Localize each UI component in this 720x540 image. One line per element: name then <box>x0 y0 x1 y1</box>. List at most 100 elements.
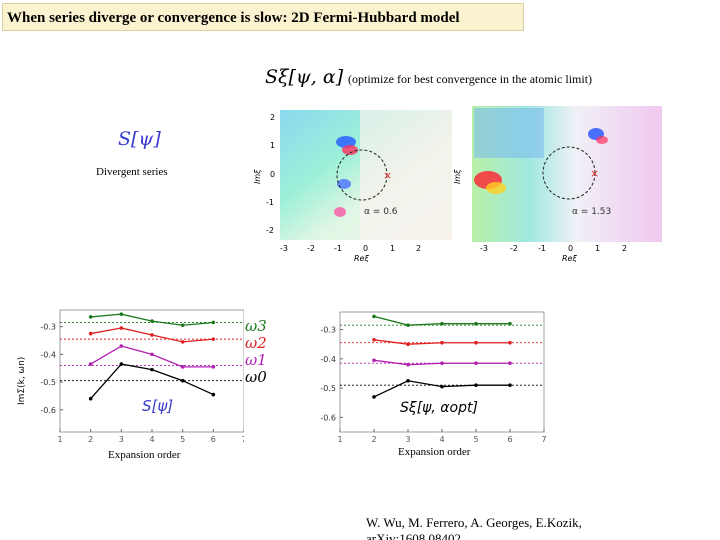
data-point <box>440 361 444 366</box>
ylabel-1: Imξ <box>253 169 262 184</box>
pole-1 <box>336 136 356 148</box>
legend-omega3: ω3 <box>245 317 267 335</box>
pole-8 <box>596 136 608 144</box>
chart1-inset-label: S[ψ] <box>142 397 173 415</box>
slide-title: When series diverge or convergence is sl… <box>2 3 524 31</box>
data-point <box>88 315 93 319</box>
xtick-label: 1 <box>337 435 342 444</box>
citation-arxiv: arXiv:1608.08402 <box>366 531 461 540</box>
data-point <box>508 340 512 345</box>
svg-text:-3: -3 <box>280 244 288 253</box>
svg-text:1: 1 <box>595 244 600 253</box>
phase-plot-alpha-1-53: × α = 1.53 -3 -2 -1 0 1 2 Reξ Imξ <box>453 106 662 262</box>
data-point <box>211 365 216 369</box>
svg-text:-1: -1 <box>334 244 342 253</box>
ytick-label: -0.6 <box>40 406 56 415</box>
svg-text:2: 2 <box>416 244 421 253</box>
pole-6 <box>486 182 506 194</box>
data-point <box>88 362 93 366</box>
data-point <box>180 340 185 344</box>
xtick-label: 7 <box>241 435 244 444</box>
xtick-label: 6 <box>211 435 216 444</box>
alpha-label-1: α = 0.6 <box>364 207 398 217</box>
pole-2 <box>342 145 358 155</box>
citation-authors: W. Wu, M. Ferrero, A. Georges, E.Kozik, <box>366 515 582 530</box>
data-point <box>508 361 512 366</box>
data-point <box>180 378 185 383</box>
ytick-label: -0.3 <box>320 326 336 335</box>
data-point <box>372 395 376 399</box>
svg-text:1: 1 <box>270 141 275 150</box>
data-point <box>211 337 216 341</box>
legend-omega2: ω2 <box>245 334 267 352</box>
data-point <box>150 352 154 357</box>
svg-text:-1: -1 <box>266 198 274 207</box>
ytick-label: -0.5 <box>40 378 56 387</box>
cross-mark-2: × <box>590 167 599 180</box>
data-point <box>474 383 478 387</box>
svg-text:2: 2 <box>622 244 627 253</box>
omega-legend: ω3 ω2 ω1 ω0 <box>245 318 267 386</box>
xlabel-1: Reξ <box>354 254 369 262</box>
divergent-series-label: Divergent series <box>96 166 168 178</box>
data-point <box>406 362 410 367</box>
data-point <box>150 333 154 337</box>
data-point <box>406 323 410 327</box>
data-point <box>119 326 124 330</box>
formula-s-psi: S[ψ] <box>118 128 161 150</box>
legend-omega1: ω1 <box>245 351 267 369</box>
pole-3 <box>337 179 351 189</box>
chart2-inset-label: Sξ[ψ, αopt] <box>400 400 478 416</box>
xtick-label: 2 <box>88 435 93 444</box>
svg-text:-3: -3 <box>480 244 488 253</box>
data-point <box>88 331 93 336</box>
data-point <box>119 312 124 316</box>
svg-text:1: 1 <box>390 244 395 253</box>
xtick-label: 1 <box>57 435 62 444</box>
svg-text:2: 2 <box>270 113 275 122</box>
yticks-1: 2 1 0 -1 -2 <box>266 113 275 235</box>
data-point <box>150 367 154 372</box>
data-point <box>406 378 410 383</box>
data-point <box>372 358 376 363</box>
data-point <box>474 321 478 326</box>
ytick-label: -0.5 <box>320 384 336 393</box>
data-point <box>508 321 512 326</box>
data-point <box>372 338 376 342</box>
chart1-ylabel: ImΣ(k, ωn) <box>17 357 27 405</box>
data-point <box>119 362 124 366</box>
optimize-note: (optimize for best convergence in the at… <box>348 72 593 86</box>
data-point <box>440 340 444 345</box>
data-point <box>440 321 444 326</box>
chart1-xlabel: Expansion order <box>108 449 181 461</box>
phase-plot-alpha-0-6: × α = 0.6 -3 -2 -1 0 1 2 2 1 0 -1 -2 Reξ… <box>253 110 452 262</box>
xticks-2: -3 -2 -1 0 1 2 <box>480 244 627 253</box>
ytick-label: -0.4 <box>320 355 336 364</box>
xtick-label: 5 <box>473 435 478 444</box>
xtick-label: 7 <box>541 435 546 444</box>
xtick-label: 3 <box>405 435 410 444</box>
data-point <box>440 384 444 389</box>
xtick-label: 6 <box>507 435 512 444</box>
data-point <box>180 323 185 328</box>
xticks-1: -3 -2 -1 0 1 2 <box>280 244 421 253</box>
data-point <box>508 383 512 387</box>
data-point <box>406 342 410 346</box>
svg-text:-2: -2 <box>307 244 315 253</box>
citation: W. Wu, M. Ferrero, A. Georges, E.Kozik, … <box>366 515 718 540</box>
data-point <box>211 320 216 325</box>
unit-circle-1 <box>336 149 388 201</box>
data-point <box>211 392 216 397</box>
xtick-label: 4 <box>149 435 154 444</box>
alpha-label-2: α = 1.53 <box>572 207 611 217</box>
xtick-label: 2 <box>371 435 376 444</box>
ytick-label: -0.3 <box>40 323 56 332</box>
svg-text:-1: -1 <box>538 244 546 253</box>
chart2-xlabel: Expansion order <box>398 446 471 458</box>
unit-circle-2 <box>542 146 596 200</box>
data-point <box>372 314 376 319</box>
legend-omega0: ω0 <box>245 368 267 386</box>
pole-4 <box>334 207 346 217</box>
data-point <box>119 344 124 348</box>
chart-optimized-series: -0.3 -0.4 -0.5 -0.6 1 2 3 4 5 6 7 Sξ[ψ, αopt] <box>320 311 547 444</box>
